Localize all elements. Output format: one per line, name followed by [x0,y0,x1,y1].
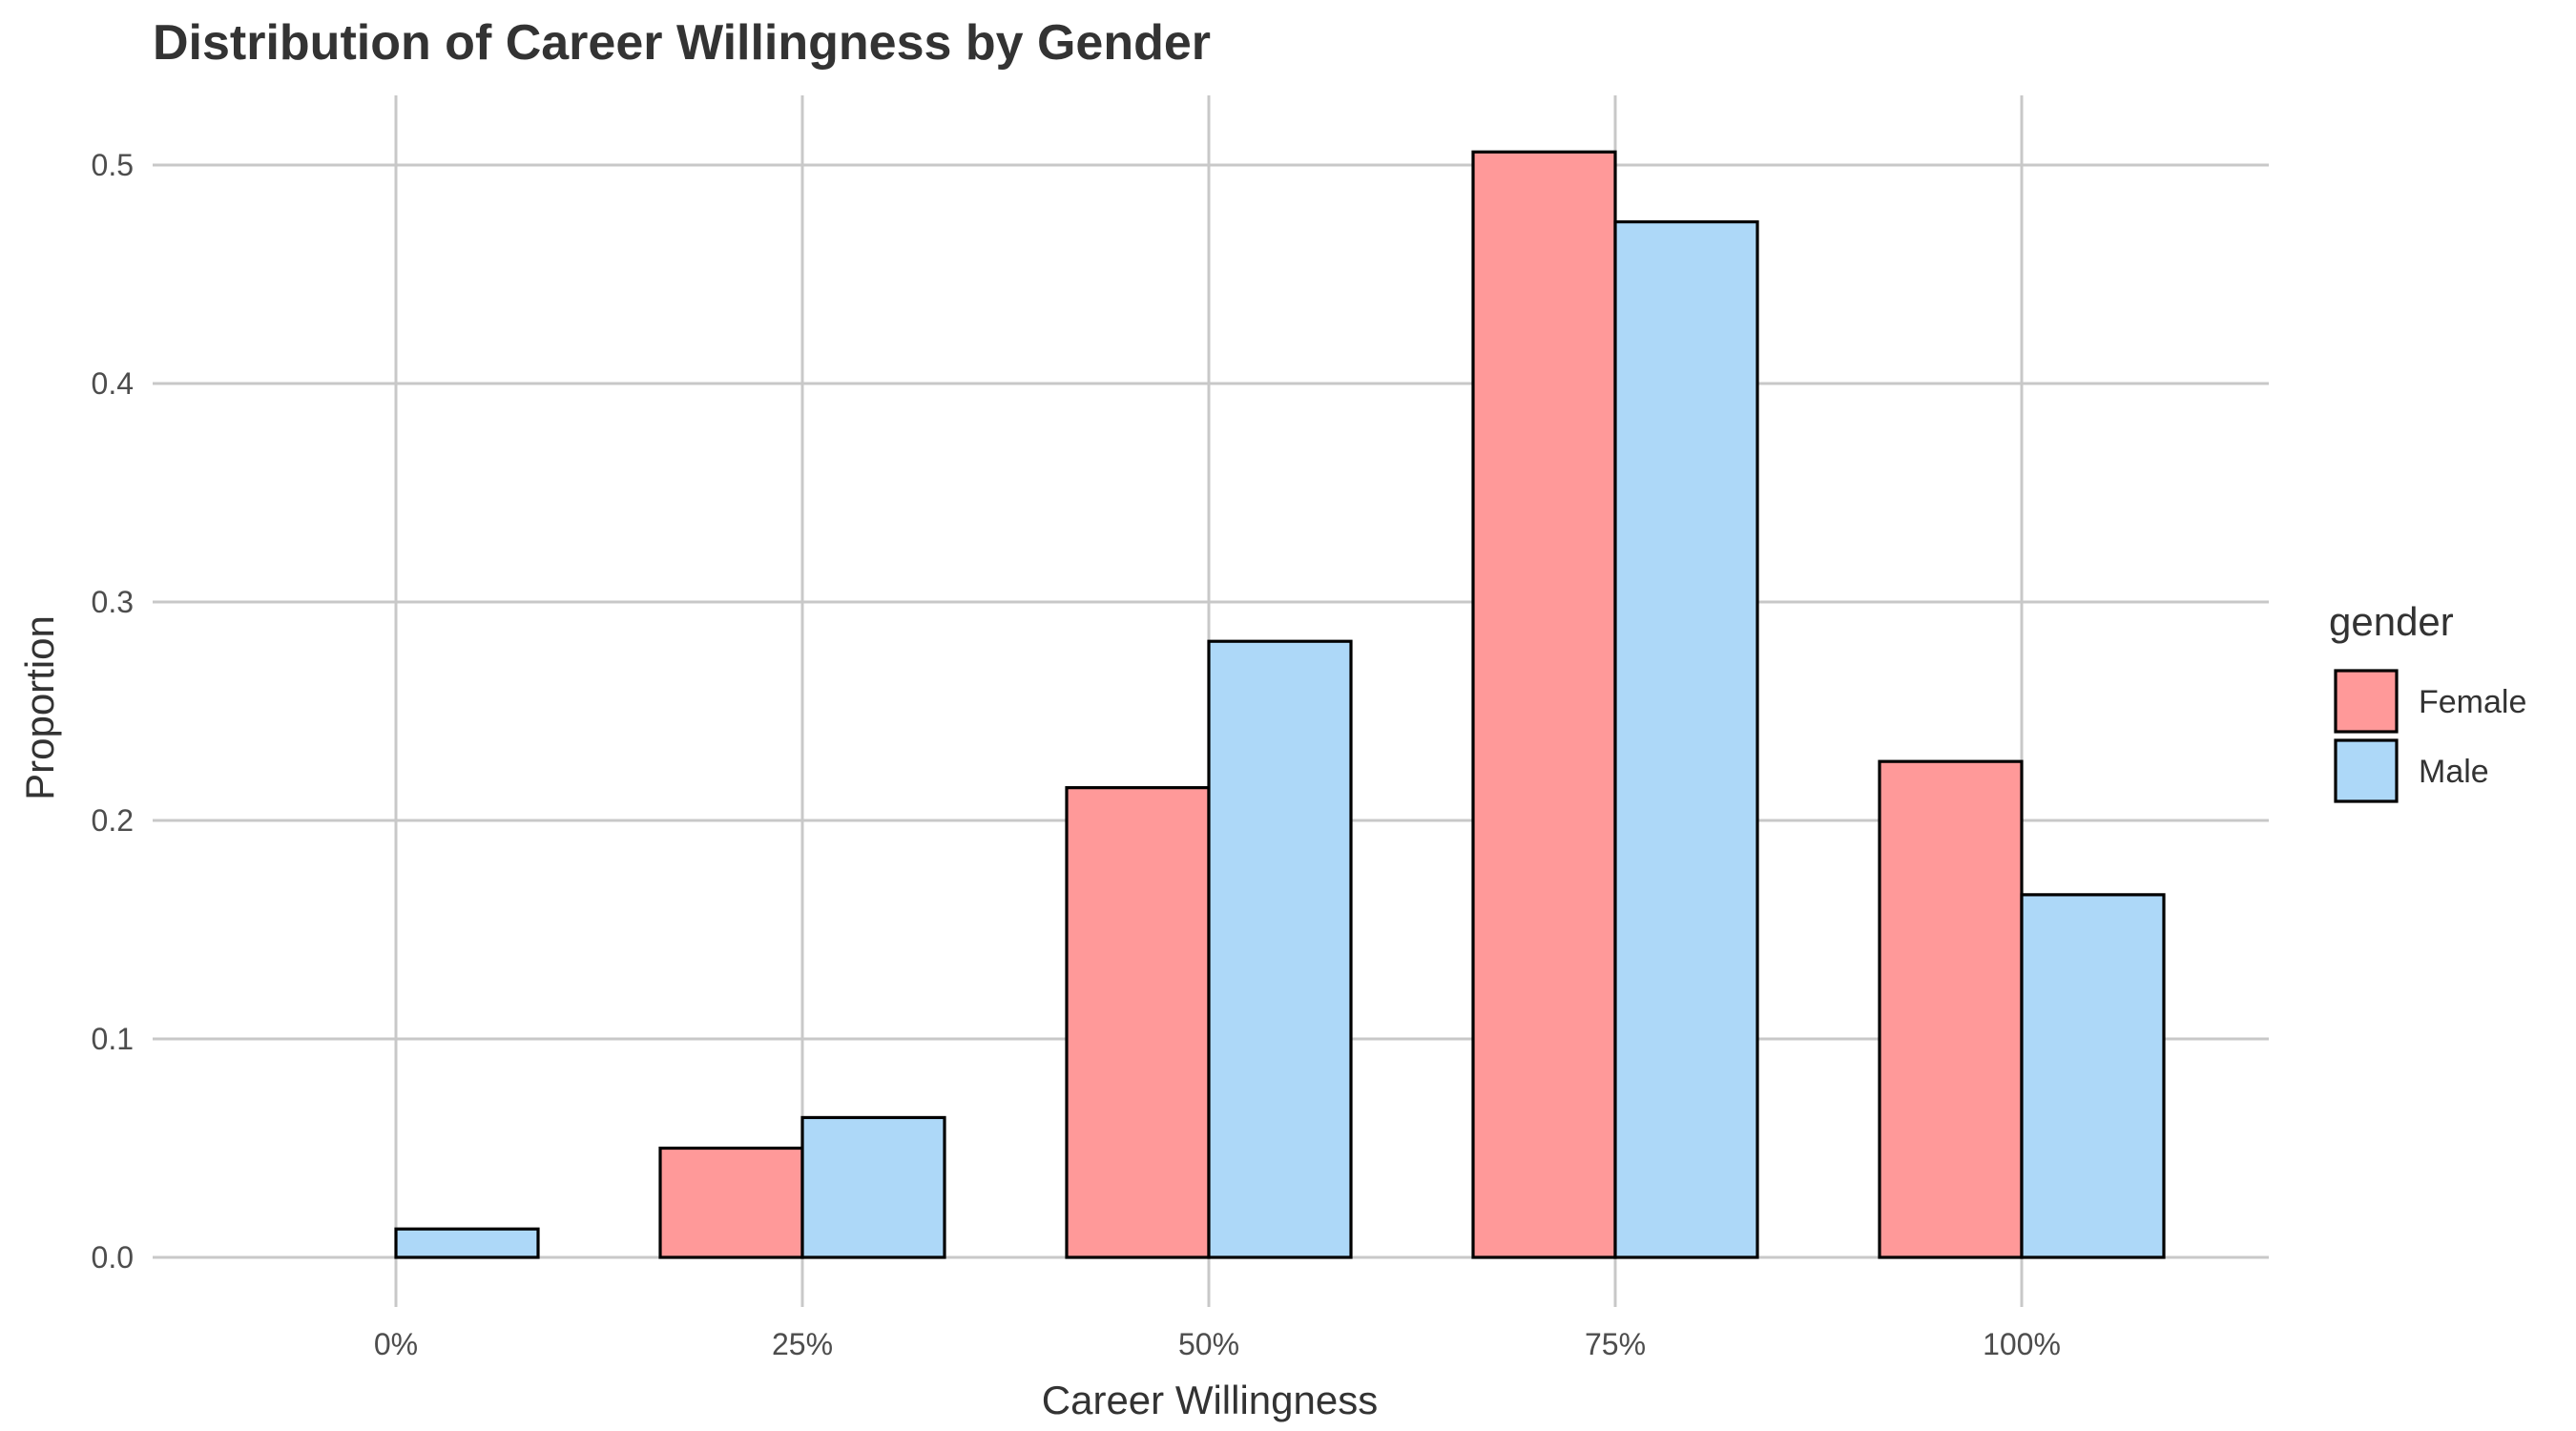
legend-key-female [2334,669,2399,734]
x-axis-title: Career Willingness [1042,1378,1378,1422]
x-tick-label: 25% [772,1327,833,1361]
y-tick-label: 0.2 [92,803,134,838]
bars [394,150,2166,1259]
y-tick-label: 0.3 [92,585,134,619]
legend-key-male [2334,738,2399,803]
bar-male-3 [1613,219,1759,1259]
y-tick-label: 0.0 [92,1240,134,1275]
y-axis-ticks: 0.0 0.1 0.2 0.3 0.4 0.5 [92,148,134,1275]
y-tick-label: 0.4 [92,366,134,401]
bar-female-2 [1065,786,1211,1259]
y-tick-label: 0.1 [92,1022,134,1056]
bar-male-1 [800,1115,946,1259]
chart-title: Distribution of Career Willingness by Ge… [153,15,1211,71]
x-tick-label: 75% [1585,1327,1646,1361]
y-axis-title: Proportion [17,615,62,800]
legend-title: gender [2329,599,2454,644]
legend-label-male: Male [2419,754,2489,790]
bar-female-1 [658,1146,804,1259]
x-tick-label: 50% [1178,1327,1239,1361]
bar-male-4 [2020,893,2166,1259]
bar-male-2 [1207,639,1353,1259]
x-tick-label: 100% [1983,1327,2061,1361]
bar-female-3 [1471,150,1617,1259]
bar-male-0 [394,1227,540,1259]
legend-label-female: Female [2419,684,2526,720]
x-tick-label: 0% [374,1327,418,1361]
x-axis-ticks: 0% 25% 50% 75% 100% [374,1327,2061,1361]
legend: gender Female Male [2329,599,2526,803]
bar-female-4 [1878,759,2024,1259]
y-tick-label: 0.5 [92,148,134,182]
